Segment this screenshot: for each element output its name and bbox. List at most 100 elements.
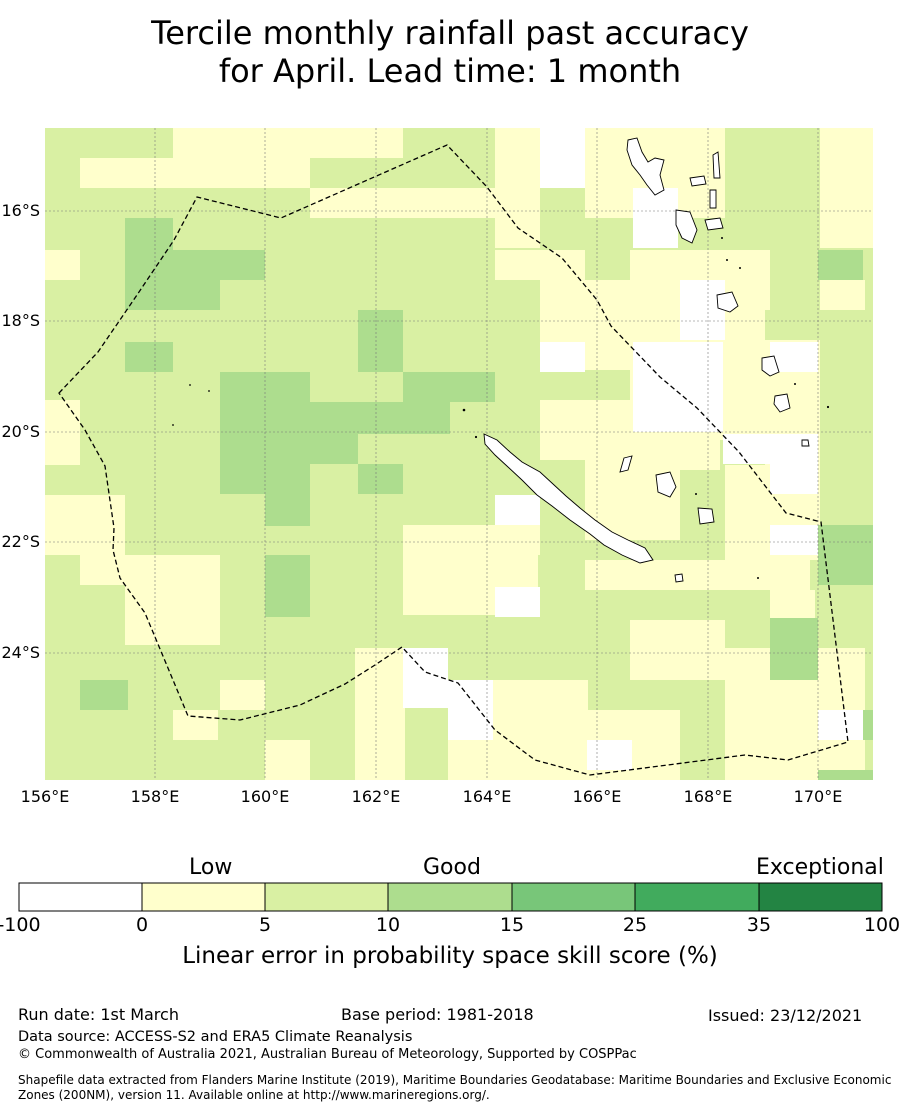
cell-good [403,372,495,402]
loyalty-lifou [655,471,677,498]
cell-low [630,620,725,680]
issued-date: Issued: 23/12/2021 [708,1006,863,1025]
cell-low [720,310,765,440]
cell-negative [723,434,818,464]
lon-tick-label: 170°E [793,787,843,806]
colorbar-tick: -100 [0,914,41,936]
ambae [689,175,707,187]
lon-tick-label: 160°E [240,787,290,806]
colorbar-segment [635,883,759,911]
cell-low [770,590,815,620]
cell-negative [770,525,818,555]
vanuatu-efate [716,291,739,313]
cell-low [265,740,310,780]
cell-negative [403,648,448,708]
cell-good [770,618,818,680]
colorbar-label: Linear error in probability space skill … [182,943,718,969]
cell-negative [680,280,725,340]
cell-good [265,555,310,617]
cell-low [310,188,510,218]
colorbar-segment [512,883,635,911]
colorbar-tick: 0 [135,914,149,936]
lon-tick-label: 168°E [683,787,733,806]
shapefile-credit: Shapefile data extracted from Flanders M… [18,1073,892,1102]
cell-good [818,525,873,585]
cell-low [820,128,873,248]
cell-low [45,250,80,280]
cell-low [820,280,865,310]
cell-good [310,402,450,434]
cell-fair [680,680,725,780]
pentecost [709,189,717,209]
eez-boundary [58,144,849,776]
cell-low [220,680,265,710]
cell-good [265,464,310,526]
colorbar-tick: 5 [258,914,272,936]
cell-negative [495,587,540,617]
cell-low [45,495,125,555]
colorbar-category-exceptional: Exceptional [756,855,884,880]
cell-good [80,680,128,710]
cell-low [495,250,585,280]
colorbar [18,882,883,912]
cell-low [45,400,80,465]
cell-low [80,158,310,188]
lat-tick-label: 18°S [1,311,40,330]
lat-tick-label: 16°S [1,201,40,220]
cell-negative [633,342,723,432]
new-caledonia [483,433,654,564]
cell-negative [448,680,493,740]
map-gridlines [45,128,873,780]
epi [704,217,724,231]
loyalty-ouvea [619,455,633,473]
skill-grid [45,128,873,780]
vanuatu-malakula [675,209,698,244]
cell-good [125,280,220,310]
cell-low [585,560,810,590]
lon-tick-label: 162°E [351,787,401,806]
colorbar-tick: 25 [622,914,648,936]
cell-low [355,648,405,780]
lat-tick-label: 24°S [1,643,40,662]
cell-negative [770,342,818,372]
cell-good [358,464,403,494]
cell-negative [770,464,818,494]
lon-tick-label: 158°E [130,787,180,806]
cell-low [540,400,630,460]
cell-low [495,128,540,248]
coastlines [483,137,810,583]
cell-good [818,250,863,280]
colorbar-segment [19,883,142,911]
isle-of-pines [674,573,684,583]
cell-low [173,710,218,740]
cell-good [125,218,173,250]
loyalty-mare [697,507,715,525]
colorbar-segment [142,883,265,911]
run-date: Run date: 1st March [18,1005,179,1024]
lat-tick-label: 20°S [1,422,40,441]
cell-negative [540,128,585,188]
map-title-line-1: Tercile monthly rainfall past accuracy [151,14,749,52]
small-islet [801,439,810,447]
cell-low [173,128,403,158]
data-source: Data source: ACCESS-S2 and ERA5 Climate … [18,1029,413,1045]
cell-good [310,434,358,464]
cell-good [818,770,873,780]
cell-negative [495,495,540,525]
vanuatu-tanna [761,355,780,377]
cell-negative [540,342,585,372]
cell-negative [633,188,678,248]
vanuatu-espiritu-santo [626,137,665,196]
colorbar-tick: 35 [746,914,772,936]
colorbar-category-low: Low [189,855,233,880]
lon-tick-label: 156°E [20,787,70,806]
cell-low [125,585,220,645]
cell-good [863,710,873,740]
colorbar-segment [265,883,388,911]
lat-tick-label: 22°S [1,532,40,551]
colorbar-tick: 100 [863,914,900,936]
cell-good [125,342,173,372]
colorbar-category-good: Good [423,855,481,880]
cell-negative [587,740,632,770]
